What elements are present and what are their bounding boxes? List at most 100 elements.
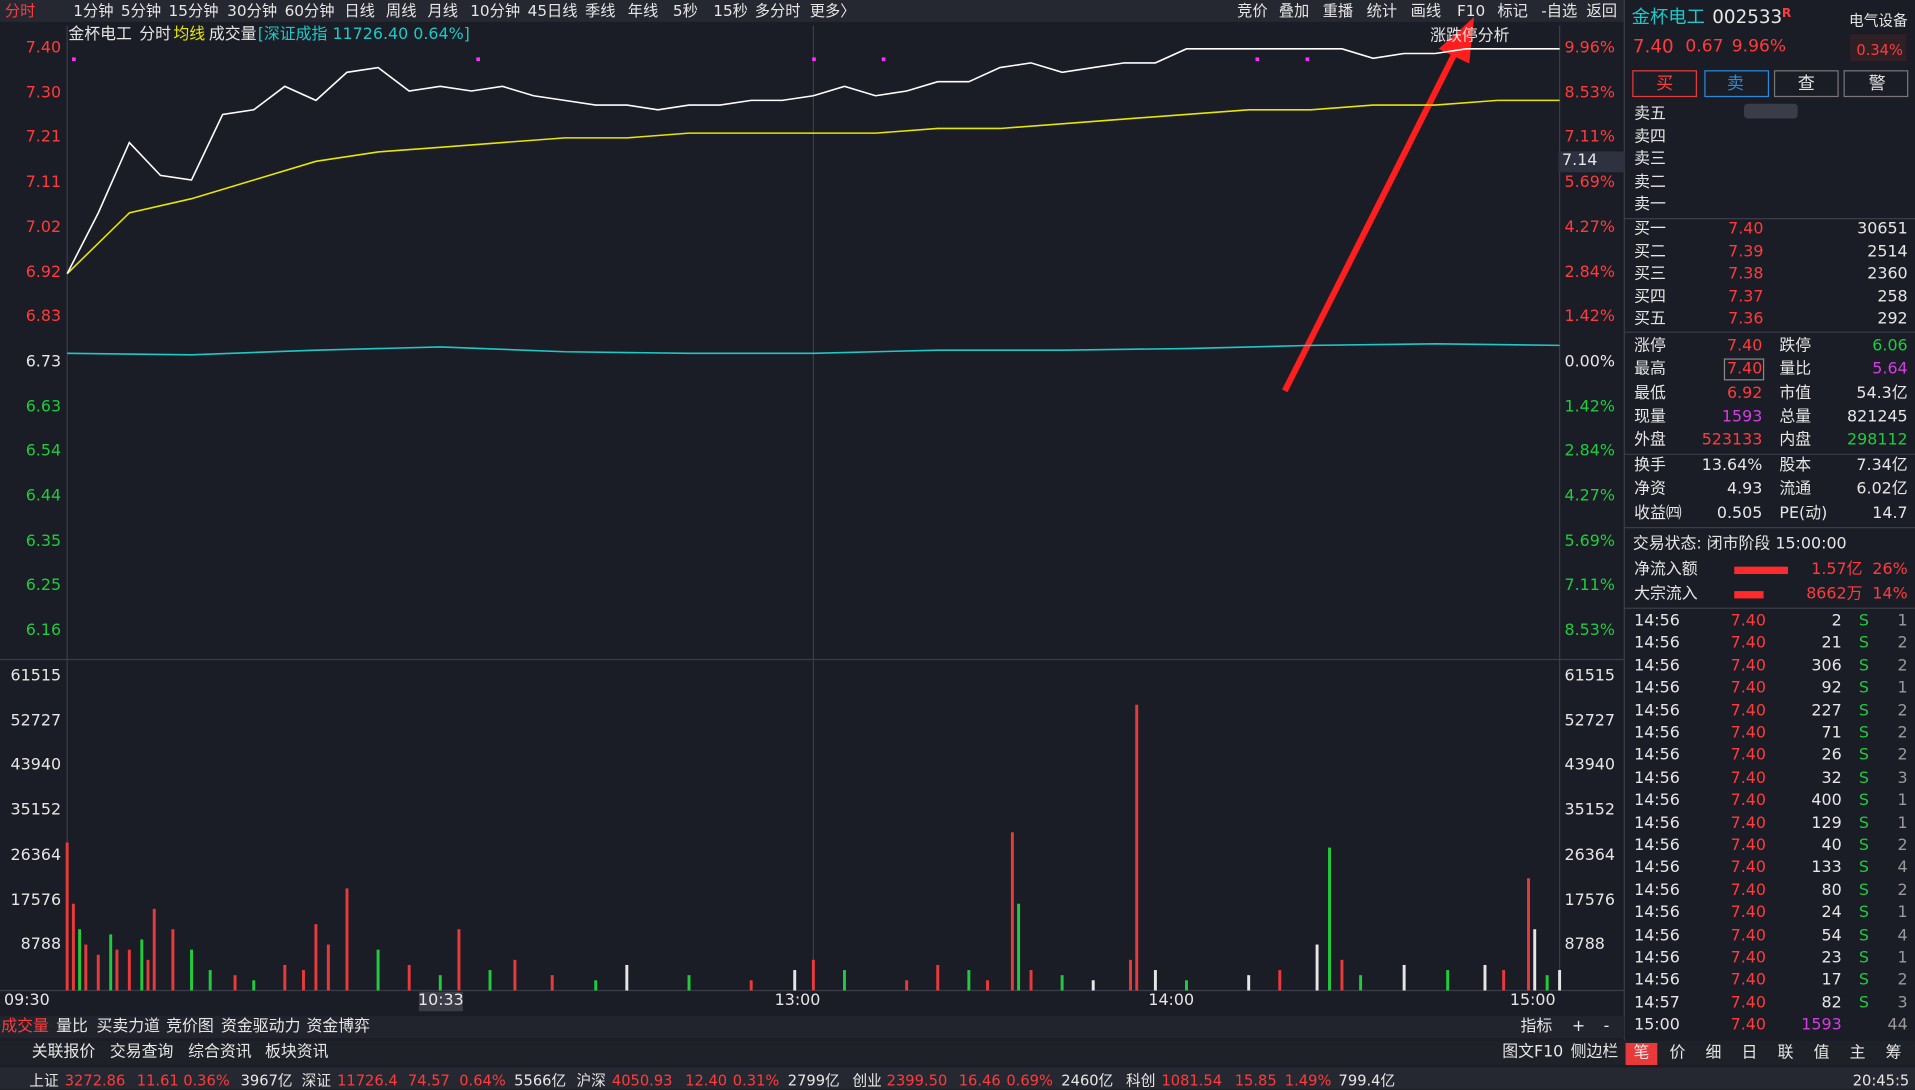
period-tab[interactable]: 年线 [627, 1, 659, 20]
volume-bar [96, 954, 100, 991]
trade-price: 7.40 [1730, 656, 1766, 676]
trade-volume: 71 [1821, 724, 1842, 743]
price-tick: 7.21 [25, 128, 62, 148]
tool-button[interactable]: -自选 [1541, 1, 1578, 20]
alert-btn-box[interactable] [1843, 70, 1909, 98]
period-tab[interactable]: 日线 [344, 1, 375, 20]
trade-count: 2 [1897, 724, 1908, 743]
volume-bar [1402, 964, 1406, 991]
bid-price: 7.39 [1728, 242, 1764, 261]
stat-label: 市值 [1779, 384, 1812, 404]
detail-tab[interactable]: 笔 [1633, 1044, 1650, 1063]
query-btn-box[interactable] [1773, 70, 1839, 98]
trade-side: S [1858, 859, 1869, 878]
indicator-control[interactable]: 指标 [1520, 1017, 1553, 1036]
period-tab[interactable]: 月线 [427, 1, 459, 20]
volume-bar [1060, 975, 1064, 991]
link-tab[interactable]: 交易查询 [109, 1042, 174, 1062]
period-tab[interactable]: 60分钟 [284, 1, 335, 20]
trade-time: 14:56 [1634, 791, 1680, 810]
link-tab[interactable]: 关联报价 [31, 1042, 96, 1062]
bid-volume: 2514 [1867, 242, 1908, 261]
pct-tick: 4.27% [1564, 218, 1615, 237]
indicator-tab[interactable]: 资金博弈 [306, 1017, 371, 1036]
detail-tab[interactable]: 值 [1813, 1044, 1830, 1063]
detail-tab[interactable]: 主 [1849, 1044, 1866, 1063]
period-tab[interactable]: 15分钟 [168, 1, 219, 20]
trade-side: S [1858, 814, 1869, 833]
trade-time: 14:56 [1634, 679, 1680, 698]
detail-tab[interactable]: 筹 [1885, 1044, 1902, 1063]
indicator-tab[interactable]: 买卖力道 [96, 1017, 161, 1036]
indicator-tab[interactable]: 资金驱动力 [221, 1017, 301, 1036]
detail-tab[interactable]: 价 [1669, 1044, 1686, 1063]
trade-volume: 227 [1811, 701, 1842, 721]
price-tick: 6.83 [25, 307, 62, 327]
tool-button[interactable]: F10 [1457, 1, 1486, 20]
sell-btn-box[interactable] [1704, 70, 1770, 98]
link-tab[interactable]: 侧边栏 [1570, 1042, 1619, 1062]
period-tab[interactable]: 分时 [4, 1, 36, 20]
tool-button[interactable]: 重播 [1322, 1, 1354, 20]
detail-tab[interactable]: 联 [1777, 1044, 1794, 1063]
trade-button[interactable]: 卖 [1726, 74, 1745, 95]
indicator-control[interactable]: - [1603, 1017, 1610, 1036]
tool-button[interactable]: 叠加 [1278, 1, 1310, 20]
trade-count: 1 [1897, 948, 1908, 968]
detail-tab[interactable]: 日 [1741, 1044, 1758, 1063]
pct-tick: 1.42% [1564, 397, 1615, 416]
period-tab[interactable]: 15秒 [713, 1, 748, 20]
indicator-control[interactable]: + [1571, 1017, 1586, 1036]
buy-btn-box[interactable] [1632, 70, 1697, 98]
trade-button[interactable]: 买 [1656, 74, 1674, 95]
bid-label: 买五 [1634, 310, 1666, 329]
price-tick: 6.73 [25, 352, 62, 372]
period-tab[interactable]: 多分时 [754, 1, 801, 20]
tool-button[interactable]: 返回 [1586, 1, 1618, 20]
detail-tab[interactable]: 细 [1705, 1044, 1722, 1063]
status-bar-bg [0, 1067, 1915, 1090]
indicator-tab[interactable]: 竞价图 [166, 1017, 214, 1036]
trade-price: 7.40 [1730, 1016, 1766, 1035]
collapse-btn[interactable] [1744, 103, 1798, 119]
price-tick: 6.16 [25, 621, 62, 641]
vol-tick: 43940 [10, 756, 62, 775]
trade-price: 7.40 [1730, 903, 1766, 923]
tool-button[interactable]: 统计 [1366, 1, 1398, 20]
period-tab[interactable]: 45日线 [527, 1, 578, 20]
period-tab[interactable]: 更多〉 [809, 1, 856, 20]
tool-button[interactable]: 标记 [1497, 1, 1528, 20]
indicator-tab[interactable]: 成交量 [1, 1017, 49, 1036]
limit-tool[interactable]: 涨跌停分析 [1430, 26, 1510, 46]
trade-time: 14:56 [1634, 701, 1680, 721]
status-item: 创业 [852, 1072, 882, 1090]
trade-button[interactable]: 警 [1868, 74, 1886, 95]
pct-tick: 2.84% [1564, 263, 1615, 282]
link-tab[interactable]: 图文F10 [1502, 1042, 1564, 1062]
period-tab[interactable]: 5分钟 [120, 1, 162, 20]
period-tab[interactable]: 10分钟 [470, 1, 521, 20]
period-tab[interactable]: 周线 [385, 1, 417, 20]
status-item: 0.69% [1006, 1072, 1053, 1090]
link-tab[interactable]: 板块资讯 [265, 1042, 329, 1062]
volume-bar [1247, 975, 1251, 991]
link-tab[interactable]: 综合资讯 [188, 1042, 252, 1062]
period-tab[interactable]: 5秒 [672, 1, 698, 20]
price-tick: 7.02 [25, 218, 62, 237]
tab-active-bg [1625, 1042, 1658, 1065]
tool-button[interactable]: 画线 [1410, 1, 1442, 20]
price-tick: 6.35 [25, 532, 62, 551]
trade-volume: 17 [1821, 971, 1842, 990]
volume-bar [1135, 704, 1139, 991]
trade-button[interactable]: 查 [1797, 74, 1815, 95]
trade-time: 14:56 [1634, 836, 1680, 855]
period-tab[interactable]: 1分钟 [73, 1, 114, 20]
trade-count: 2 [1897, 634, 1908, 653]
period-tab[interactable]: 30分钟 [227, 1, 278, 20]
indicator-tab[interactable]: 量比 [56, 1017, 88, 1036]
quote-flag: R [1781, 7, 1792, 21]
status-item: 1.49% [1284, 1072, 1332, 1090]
stat-label: 量比 [1779, 360, 1812, 379]
period-tab[interactable]: 季线 [585, 1, 616, 20]
tool-button[interactable]: 竞价 [1237, 1, 1268, 20]
